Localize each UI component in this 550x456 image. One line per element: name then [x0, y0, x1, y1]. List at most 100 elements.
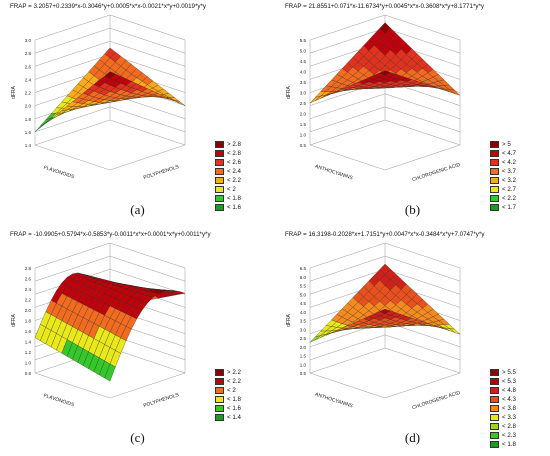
legend-swatch: [215, 195, 224, 202]
legend-item: < 2.6: [215, 158, 275, 167]
legend-item: < 3.7: [490, 167, 550, 176]
box-edge: [109, 347, 186, 374]
legend-label: < 1.8: [502, 441, 516, 448]
legend-swatch: [215, 186, 224, 193]
legend-swatch: [215, 414, 224, 421]
surface-mesh: [34, 47, 186, 132]
legend-label: < 2.4: [227, 168, 241, 175]
chart-title: FRAP = 16.3198-0.2028*x+1.7151*y+0.0047*…: [285, 231, 485, 238]
box-edge: [109, 144, 186, 171]
z-tick-label: 2.8: [25, 266, 32, 271]
legend-item: < 2.7: [490, 185, 550, 194]
z-tick-label: 1.5: [300, 354, 307, 359]
legend-swatch: [490, 378, 499, 385]
x-axis-label: CHLOROGENIC ACID: [411, 162, 461, 183]
box-edge: [384, 372, 461, 399]
z-tick-label: 3.0: [300, 327, 307, 332]
legend-swatch: [215, 378, 224, 385]
box-edge: [109, 372, 186, 399]
z-tick-label: 1.4: [25, 340, 32, 345]
grid-line: [109, 41, 186, 67]
z-tick-label: 5.0: [300, 49, 307, 54]
legend-swatch: [215, 159, 224, 166]
legend-item: < 1.4: [215, 413, 275, 422]
z-tick-label: 2.2: [25, 298, 32, 303]
chart-panel-a: FRAP = 3.2057+0.2339*x-0.3046*y+0.0005*x…: [0, 0, 275, 228]
box-edge: [384, 14, 461, 41]
box-edge: [309, 372, 386, 399]
legend-label: < 1.6: [227, 204, 241, 211]
grid-line: [384, 106, 461, 133]
z-tick-label: 3.0: [300, 91, 307, 96]
grid-line: [384, 27, 461, 54]
legend-label: < 1.7: [502, 204, 516, 211]
legend-item: < 1.7: [490, 203, 550, 212]
legend: > 2.8 < 2.8 < 2.6 < 2.4 < 2.2 < 2 < 1.8 < 1.6: [215, 140, 275, 212]
grid-line: [309, 106, 386, 133]
legend-swatch: [215, 204, 224, 211]
z-tick-label: 3.5: [300, 319, 307, 324]
surface-mesh: [34, 272, 186, 382]
z-tick-label: 6.0: [300, 275, 307, 280]
legend-label: < 2.3: [502, 432, 516, 439]
legend-swatch: [490, 441, 499, 448]
legend-item: > 5: [490, 140, 550, 149]
legend-swatch: [490, 195, 499, 202]
box-edge: [384, 242, 461, 269]
legend-item: > 2.8: [215, 140, 275, 149]
grid-line: [384, 334, 461, 361]
chart-panel-b: FRAP = 21.8551+0.071*x-11.6734*y+0.0045*…: [275, 0, 550, 228]
grid-line: [109, 255, 186, 282]
legend-swatch: [490, 204, 499, 211]
legend-item: < 2.8: [490, 422, 550, 431]
legend-swatch: [215, 387, 224, 394]
z-tick-label: 2.0: [300, 345, 307, 350]
legend-label: < 2: [227, 186, 236, 193]
legend-swatch: [490, 177, 499, 184]
legend: > 5 < 4.7 < 4.2 < 3.7 < 3.2 < 2.7 < 2.2 < 1.7: [490, 140, 550, 212]
legend-label: < 2.2: [227, 177, 241, 184]
z-tick-label: 2.0: [300, 112, 307, 117]
legend-swatch: [215, 150, 224, 157]
box-edge: [34, 372, 111, 399]
legend-swatch: [490, 150, 499, 157]
z-tick-label: 1.8: [25, 117, 32, 122]
box-edge: [34, 242, 111, 269]
legend-item: < 4.2: [490, 158, 550, 167]
legend-label: < 2.2: [502, 195, 516, 202]
z-tick-label: 1.6: [25, 130, 32, 135]
legend-label: < 1.8: [227, 195, 241, 202]
z-tick-label: 2.0: [25, 104, 32, 109]
grid-line: [34, 106, 111, 133]
box-edge: [384, 347, 461, 374]
z-tick-label: 2.8: [25, 51, 32, 56]
z-tick-label: 4.5: [300, 59, 307, 64]
z-tick-label: 3.0: [25, 38, 32, 43]
surface-cell: [448, 328, 461, 335]
grid-line: [309, 27, 386, 54]
legend-label: < 1.8: [227, 396, 241, 403]
z-tick-label: 0.5: [300, 371, 307, 376]
box-edge: [309, 347, 386, 374]
y-axis-label: FLAVONOIDS: [43, 165, 76, 181]
z-tick-label: 1.0: [25, 361, 32, 366]
box-edge: [34, 144, 111, 171]
legend-swatch: [490, 396, 499, 403]
y-axis-label: FLAVONOIDS: [43, 393, 76, 409]
chart-panel-d: FRAP = 16.3198-0.2028*x+1.7151*y+0.0047*…: [275, 228, 550, 456]
grid-line: [309, 269, 386, 295]
surface-cell: [104, 71, 116, 79]
z-tick-label: 1.5: [300, 122, 307, 127]
legend-swatch: [490, 159, 499, 166]
z-tick-label: 0.8: [25, 371, 32, 376]
legend-item: < 4.7: [490, 149, 550, 158]
legend-item: < 3.8: [490, 404, 550, 413]
box-edge: [109, 14, 186, 41]
chart-title: FRAP = 3.2057+0.2339*x-0.3046*y+0.0005*x…: [10, 3, 206, 10]
z-tick-label: 5.0: [300, 292, 307, 297]
z-tick-label: 2.6: [25, 64, 32, 69]
grid-line: [309, 334, 386, 361]
legend-label: < 2: [227, 387, 236, 394]
legend-label: < 2.8: [502, 423, 516, 430]
surface-plot: 0.5 1.0 1.5 2.0 2.5 3.0 3.5 4.0 4.5 5.0 5.5 dFRA CHL…: [286, 14, 461, 183]
